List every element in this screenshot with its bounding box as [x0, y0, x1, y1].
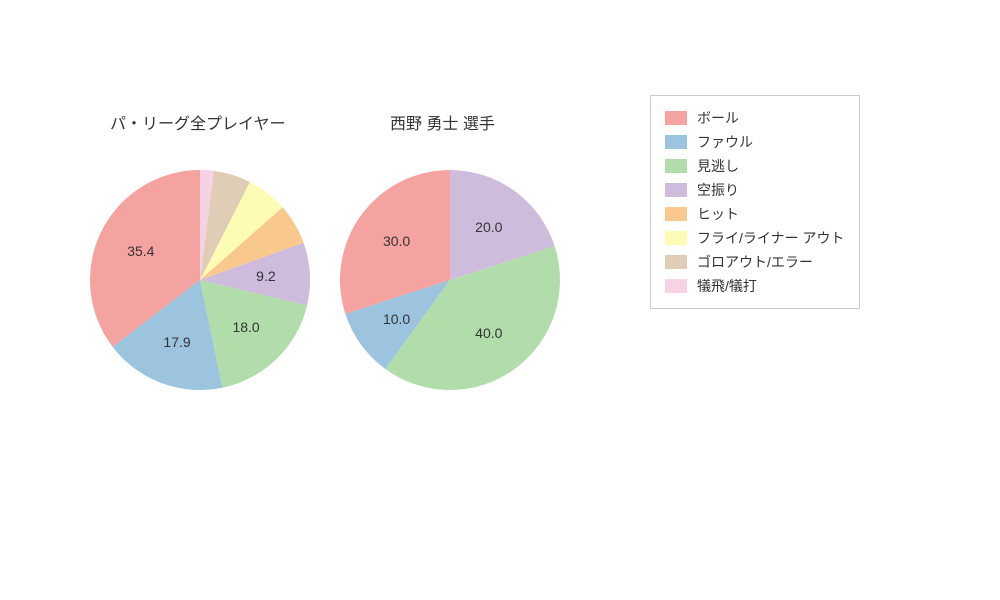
legend-swatch-swing — [665, 183, 687, 197]
legend-item-hit: ヒット — [665, 202, 845, 226]
legend-swatch-hit — [665, 207, 687, 221]
legend-label-swing: 空振り — [697, 180, 739, 200]
legend-swatch-looking — [665, 159, 687, 173]
legend-label-looking: 見逃し — [697, 156, 739, 176]
legend-item-fly: フライ/ライナー アウト — [665, 226, 845, 250]
legend-item-swing: 空振り — [665, 178, 845, 202]
legend-item-ball: ボール — [665, 106, 845, 130]
legend-swatch-foul — [665, 135, 687, 149]
legend-label-ball: ボール — [697, 108, 739, 128]
pie-player — [340, 170, 560, 390]
legend-label-sac: 犠飛/犠打 — [697, 276, 757, 296]
legend-swatch-fly — [665, 231, 687, 245]
legend-item-foul: ファウル — [665, 130, 845, 154]
legend: ボールファウル見逃し空振りヒットフライ/ライナー アウトゴロアウト/エラー犠飛/… — [650, 95, 860, 309]
legend-swatch-sac — [665, 279, 687, 293]
legend-label-hit: ヒット — [697, 204, 739, 224]
legend-label-foul: ファウル — [697, 132, 753, 152]
chart-canvas: パ・リーグ全プレイヤー35.417.918.09.2西野 勇士 選手30.010… — [0, 0, 1000, 600]
legend-swatch-ball — [665, 111, 687, 125]
chart-title-league: パ・リーグ全プレイヤー — [110, 110, 286, 134]
legend-label-ground: ゴロアウト/エラー — [697, 252, 813, 272]
legend-swatch-ground — [665, 255, 687, 269]
legend-item-looking: 見逃し — [665, 154, 845, 178]
legend-item-ground: ゴロアウト/エラー — [665, 250, 845, 274]
chart-title-player: 西野 勇士 選手 — [390, 110, 495, 134]
pie-league — [90, 170, 310, 390]
legend-label-fly: フライ/ライナー アウト — [697, 228, 845, 248]
legend-item-sac: 犠飛/犠打 — [665, 274, 845, 298]
